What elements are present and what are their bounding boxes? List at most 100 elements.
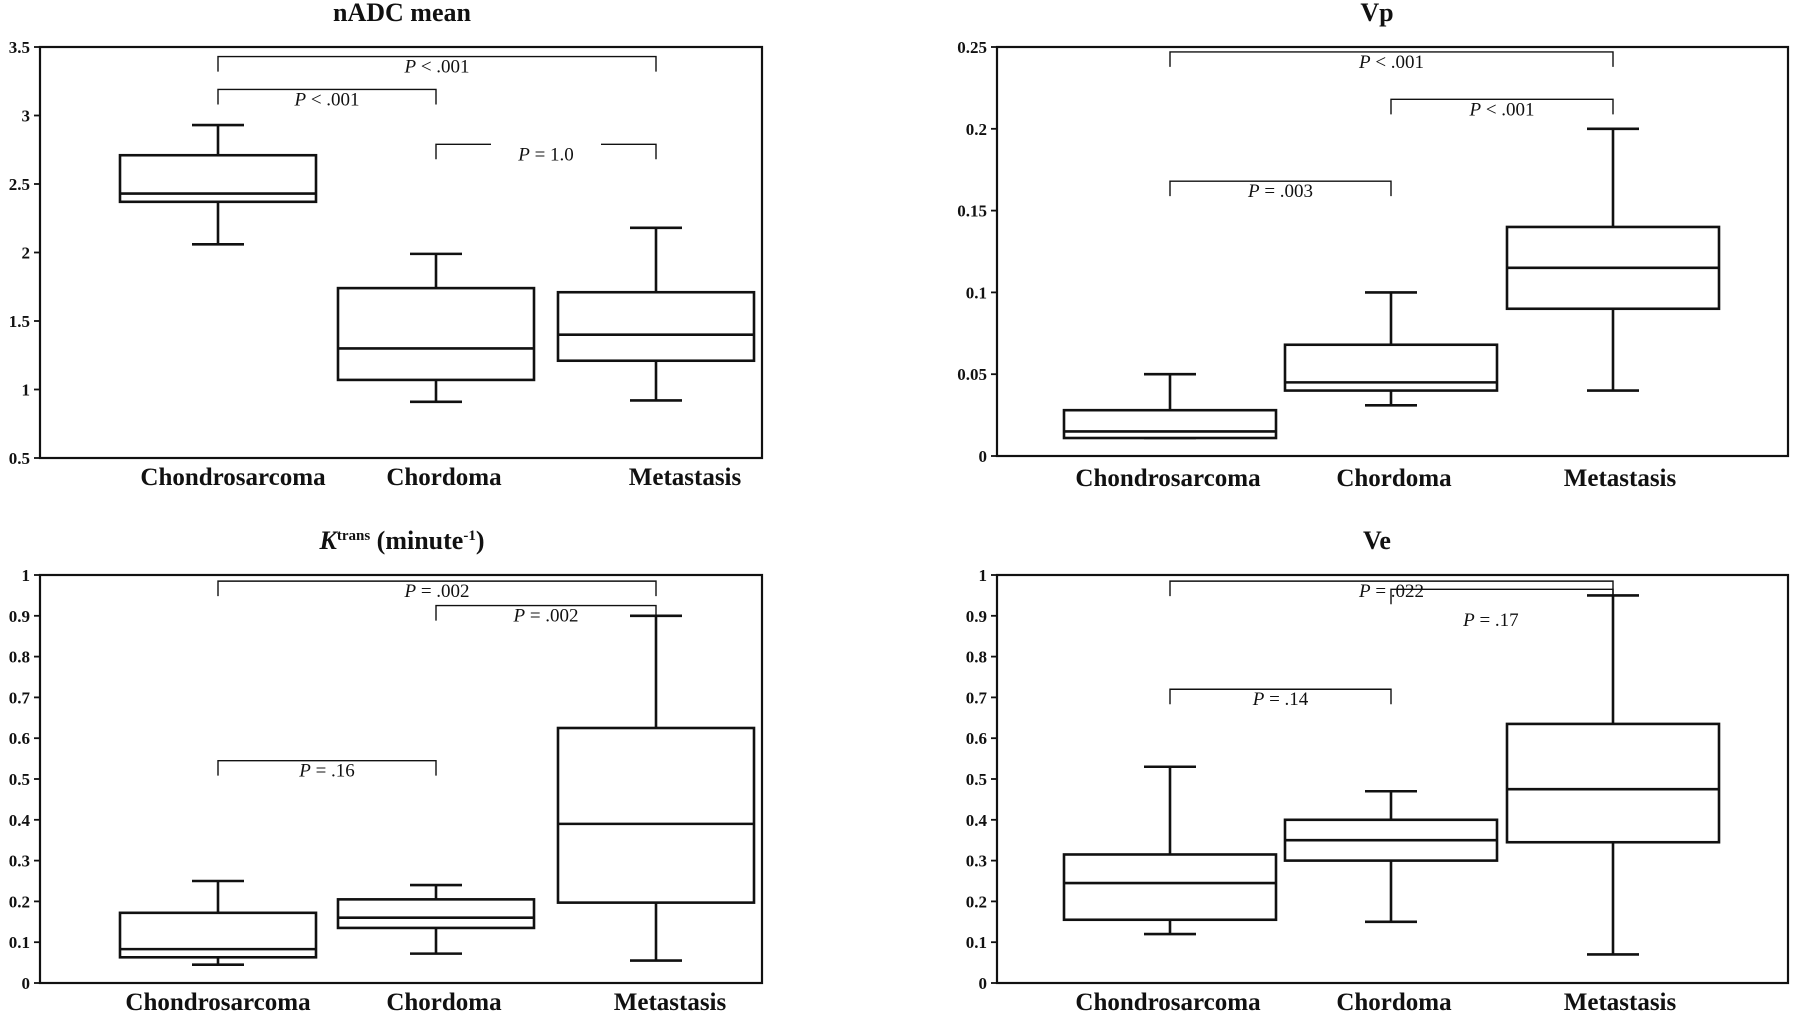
- p-value: < .001: [1371, 52, 1424, 73]
- box-metastasis: [1505, 594, 1721, 956]
- box-iqr: [336, 286, 536, 382]
- p-value: < .001: [1481, 99, 1534, 120]
- box-chordoma: [1283, 789, 1499, 924]
- bracket-line: [217, 55, 657, 72]
- box-iqr: [336, 898, 536, 930]
- y-tick-label: 0.3: [966, 852, 987, 871]
- bracket-line: [435, 604, 657, 621]
- p-value: = .003: [1260, 181, 1313, 202]
- y-tick-label: 1.5: [9, 312, 30, 331]
- y-tick-label: 0.5: [966, 770, 987, 789]
- p-value: = .16: [311, 761, 355, 782]
- box-iqr: [1505, 722, 1721, 844]
- p-value-label: P = .14: [1252, 689, 1309, 710]
- p-value: < .001: [416, 57, 469, 78]
- x-category-label: Chordoma: [386, 464, 502, 491]
- y-tick-label: 3.5: [9, 38, 30, 57]
- p-symbol: P: [1462, 610, 1475, 631]
- x-category-label: Chondrosarcoma: [1075, 465, 1261, 492]
- y-tick-label: 0.9: [9, 607, 30, 626]
- y-tick-label: 0.8: [9, 648, 30, 667]
- x-category-label: Chordoma: [1336, 465, 1452, 492]
- plot-frame: [38, 45, 764, 460]
- comparison-bracket: P = .16: [217, 759, 437, 782]
- x-category-label: Chordoma: [1336, 989, 1452, 1015]
- title-superscript: trans: [337, 528, 370, 544]
- x-category-label: Chordoma: [386, 989, 502, 1015]
- box-iqr: [118, 911, 318, 959]
- bracket-line-right: [601, 143, 657, 160]
- comparison-bracket: P < .001: [1169, 51, 1614, 73]
- box-metastasis: [556, 226, 756, 402]
- comparison-bracket: P < .001: [1390, 98, 1614, 120]
- p-value: = 1.0: [530, 144, 574, 165]
- title-main: K: [318, 526, 338, 555]
- box-iqr: [556, 290, 756, 363]
- box-iqr: [556, 726, 756, 904]
- bracket-line: [1169, 51, 1614, 67]
- chart-title: Vp: [1360, 0, 1393, 27]
- p-value-label: P < .001: [403, 57, 469, 78]
- y-tick-label: 0.2: [966, 120, 987, 139]
- y-tick-label: 0: [979, 447, 988, 466]
- y-tick-label: 0.1: [966, 283, 987, 302]
- p-value-label: P < .001: [293, 89, 359, 110]
- y-tick-label: 1: [22, 381, 31, 400]
- p-symbol: P: [1247, 181, 1260, 202]
- x-category-label: Metastasis: [629, 464, 742, 491]
- title-close: ): [476, 526, 485, 555]
- y-tick-label: 1: [22, 566, 31, 585]
- p-value-label: P = .002: [403, 581, 469, 602]
- bracket-line: [217, 88, 437, 105]
- y-tick-label: 0.5: [9, 449, 30, 468]
- y-tick-label: 0.6: [966, 729, 987, 748]
- x-category-label: Metastasis: [614, 989, 727, 1015]
- y-tick-label: 3: [22, 107, 31, 126]
- p-value-label: P = .002: [512, 606, 578, 627]
- p-value-label: P < .001: [1358, 52, 1424, 73]
- bracket-line: [217, 580, 657, 597]
- box-chondrosarcoma: [118, 879, 318, 966]
- x-category-label: Chondrosarcoma: [125, 989, 311, 1015]
- box-iqr: [1283, 343, 1499, 392]
- y-tick-label: 0.3: [9, 852, 30, 871]
- y-tick-label: 2.5: [9, 175, 30, 194]
- box-iqr: [1062, 853, 1278, 922]
- y-tick-label: 0.1: [9, 933, 30, 952]
- chart-title: Ktrans (minute-1): [318, 526, 484, 555]
- box-chondrosarcoma: [1062, 765, 1278, 936]
- comparison-bracket: P = .002: [435, 604, 657, 627]
- y-tick-label: 0: [22, 974, 31, 993]
- chart-panel-1: nADC mean 0.5 1 1.5 2 2.5 3 3.5 Chondrosarcoma Ch…: [9, 0, 764, 491]
- x-category-label: Metastasis: [1564, 989, 1677, 1015]
- comparison-bracket: P = .14: [1169, 688, 1392, 710]
- y-tick-label: 0: [979, 974, 988, 993]
- box-chordoma: [336, 252, 536, 404]
- y-tick-label: 0.2: [966, 892, 987, 911]
- p-symbol: P: [1358, 52, 1371, 73]
- plot-frame: [995, 45, 1790, 458]
- y-tick-label: 0.4: [966, 811, 988, 830]
- p-value: < .001: [306, 89, 359, 110]
- y-tick-label: 1: [979, 566, 988, 585]
- bracket-line-left: [435, 143, 491, 160]
- comparison-bracket: P < .001: [217, 55, 657, 78]
- p-value-label: P = .17: [1462, 610, 1519, 631]
- p-symbol: P: [298, 761, 311, 782]
- chart-title: nADC mean: [333, 0, 471, 27]
- p-value-label: P = .16: [298, 761, 355, 782]
- p-value-label: P = 1.0: [517, 144, 574, 165]
- title-unit-superscript: -1: [463, 528, 476, 544]
- chart-panel-2: Vp 0 0.05 0.1 0.15 0.2 0.25 Chondrosarcoma Chord…: [957, 0, 1790, 492]
- box-metastasis: [556, 614, 756, 962]
- box-iqr: [1062, 408, 1278, 440]
- y-tick-label: 0.7: [966, 688, 988, 707]
- p-value: = .002: [416, 581, 469, 602]
- p-symbol: P: [403, 581, 416, 602]
- y-tick-label: 0.05: [957, 365, 987, 384]
- p-value: = .17: [1475, 610, 1519, 631]
- p-symbol: P: [403, 57, 416, 78]
- box-metastasis: [1505, 127, 1721, 392]
- title-unit: (minute: [370, 526, 463, 555]
- box-chordoma: [336, 883, 536, 955]
